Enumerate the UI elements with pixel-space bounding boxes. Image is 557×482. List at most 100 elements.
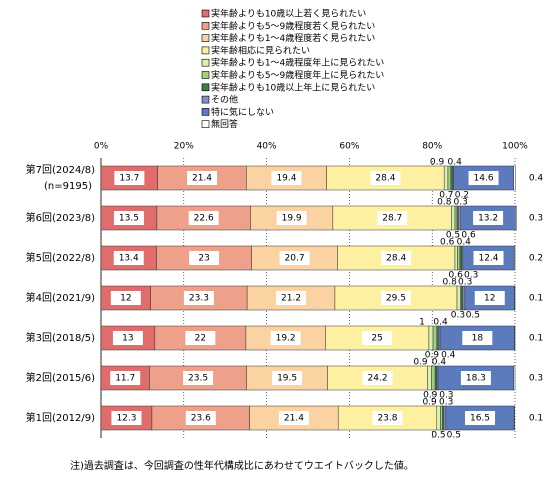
value-label: 12.4 [478, 254, 498, 264]
bar-segment [457, 245, 461, 271]
legend-label: 実年齢よりも1～4歳程度若く見られたい [211, 32, 375, 44]
legend-swatch [201, 21, 210, 30]
category-note: (n=9195) [44, 181, 92, 192]
value-label: 23.6 [191, 414, 211, 424]
x-tick-label: 80% [422, 142, 442, 152]
value-label: 18.3 [466, 374, 486, 384]
value-label: 0.1 [529, 334, 543, 344]
bar-segment [513, 365, 516, 391]
value-label: 0.9 [423, 391, 438, 401]
value-label: 28.7 [382, 214, 402, 224]
value-label: 0.9 [422, 398, 437, 408]
value-label: 19.9 [282, 214, 302, 224]
label-box [112, 331, 143, 345]
value-label: 14.6 [474, 174, 494, 184]
value-label: 0.3 [439, 391, 453, 401]
value-label: 16.5 [470, 414, 490, 424]
bar-segment [456, 285, 461, 311]
value-label: 0.7 [439, 191, 453, 201]
value-label: 0.1 [529, 414, 543, 424]
y-tick-label: 第6回(2023/8) [26, 211, 95, 224]
value-label: 13.7 [119, 174, 139, 184]
value-label: 12.3 [116, 414, 136, 424]
label-box [185, 411, 216, 425]
label-box [362, 331, 393, 345]
bar-segment [515, 205, 517, 231]
bar-segment [462, 285, 466, 311]
value-label: 0.4 [432, 358, 447, 368]
value-label: 23 [198, 254, 209, 264]
bar-segment [454, 245, 458, 271]
y-tick-label: 第4回(2021/9) [26, 291, 95, 304]
bar-segment [432, 325, 438, 351]
legend-label: 実年齢よりも10歳以上年上に見られたい [211, 81, 375, 93]
legend-swatch [201, 95, 210, 104]
value-label: 13.2 [478, 214, 498, 224]
value-label: 28.4 [386, 254, 406, 264]
value-label: 0.4 [447, 158, 462, 168]
bar-segment [440, 405, 443, 431]
x-tick-label: 60% [339, 142, 359, 152]
bar-segment [428, 325, 434, 351]
bar-segment [427, 365, 432, 391]
legend-swatch [201, 34, 210, 42]
value-label: 20.7 [285, 254, 305, 264]
legend-swatch [201, 71, 210, 79]
value-label: 11.7 [115, 374, 135, 384]
bar-segment [250, 205, 334, 231]
value-label: 13.5 [119, 214, 139, 224]
value-label: 24.2 [368, 374, 388, 384]
label-box [370, 171, 401, 185]
label-box [381, 251, 412, 265]
y-tick-label: 第1回(2012/9) [26, 411, 95, 424]
value-label: 19.2 [276, 334, 296, 344]
bar-segment [325, 325, 430, 351]
label-box [460, 371, 491, 385]
label-box [113, 251, 144, 265]
label-box [114, 171, 145, 185]
bar-segment [454, 205, 458, 231]
value-label: 21.4 [192, 174, 212, 184]
value-label: 22.6 [194, 214, 214, 224]
label-box [278, 411, 309, 425]
value-label: 13.4 [119, 254, 139, 264]
value-label: 0.4 [433, 318, 448, 328]
value-label: 23.5 [188, 374, 208, 384]
bar-segment [443, 405, 447, 431]
value-label: 0.4 [457, 238, 472, 248]
label-box [473, 251, 504, 265]
value-label: 0.9 [430, 158, 445, 168]
label-box [276, 291, 307, 305]
value-label: 0.3 [458, 278, 472, 288]
label-box [110, 291, 141, 305]
value-label: 12 [484, 294, 495, 304]
label-box [110, 371, 141, 385]
bar-segment [443, 165, 449, 191]
legend-label: 実年齢よりも5～9歳程度若く見られたい [211, 20, 375, 32]
label-box [271, 171, 302, 185]
value-label: 12 [120, 294, 131, 304]
footnote: 注)過去調査は、今回調査の性年代構成比にあわせてウエイトバックした値。 [70, 459, 414, 472]
value-label: 0.2 [455, 191, 469, 201]
y-tick-label: 第5回(2022/8) [26, 251, 95, 264]
label-box [270, 331, 301, 345]
value-label: 0.5 [447, 431, 461, 441]
label-box [372, 411, 403, 425]
value-label: 23.3 [189, 294, 209, 304]
label-box [276, 211, 307, 225]
bar-segment [513, 165, 516, 191]
label-box [189, 251, 220, 265]
label-box [380, 291, 411, 305]
bar-segment [513, 245, 516, 271]
x-tick-label: 0% [94, 142, 109, 152]
value-label: 21.2 [281, 294, 301, 304]
bar-segment [451, 205, 456, 231]
label-box [468, 171, 499, 185]
label-box [113, 211, 144, 225]
value-label: 0.3 [529, 374, 543, 384]
value-label: 0.6 [449, 271, 464, 281]
legend-label: 無回答 [211, 118, 238, 130]
value-label: 0.6 [440, 238, 455, 248]
value-label: 0.4 [529, 174, 544, 184]
